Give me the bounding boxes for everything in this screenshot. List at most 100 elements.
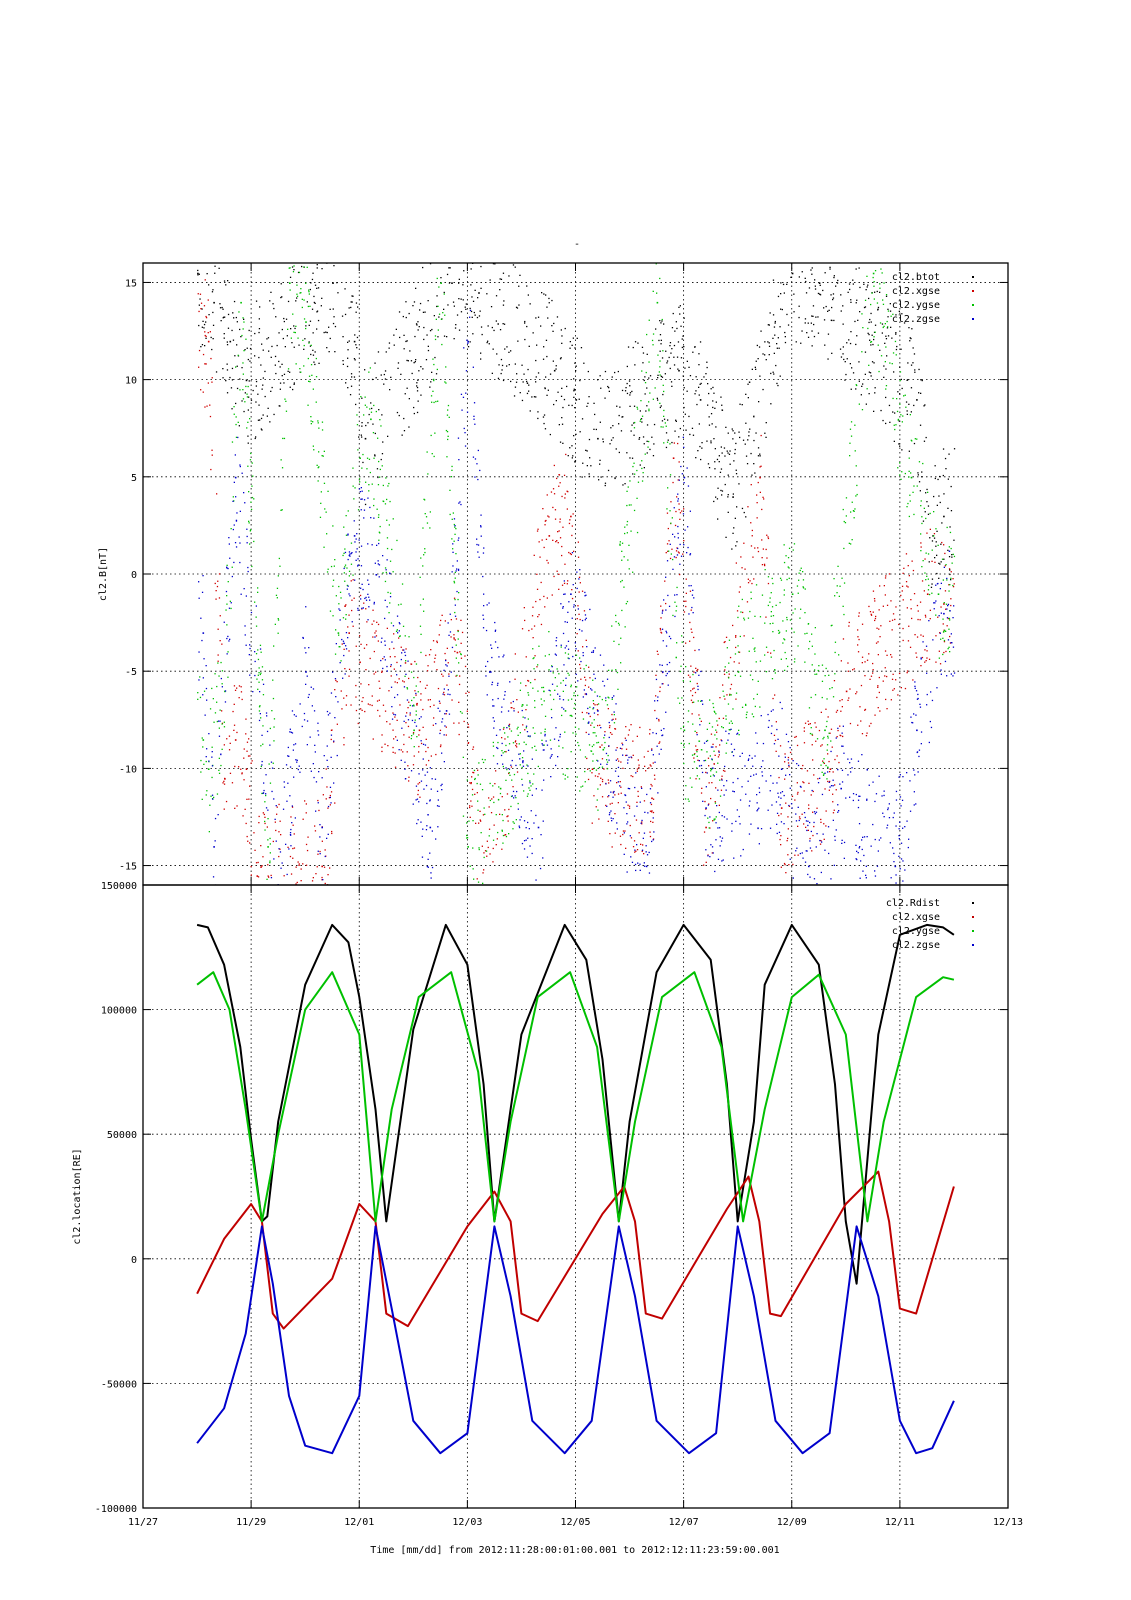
data-point [248,738,250,740]
data-point [302,339,304,341]
data-point [671,517,673,519]
data-point [626,520,629,523]
data-point [629,405,631,407]
data-point [355,403,357,406]
data-point [352,467,354,469]
data-point [197,241,198,242]
data-point [870,341,873,343]
data-point [523,840,526,842]
data-point [738,591,740,593]
data-point [910,337,912,340]
data-point [390,622,393,624]
data-point [734,452,736,455]
data-point [597,788,599,790]
data-point [424,499,426,501]
data-point [533,554,535,556]
data-point [713,392,715,394]
data-point [715,729,717,731]
data-point [856,299,858,301]
data-point [299,368,301,370]
data-point [618,451,620,454]
data-point [553,403,555,406]
data-point [293,847,296,849]
data-point [804,233,805,234]
data-point [601,744,603,746]
data-point [295,759,297,761]
data-point [674,330,676,332]
data-point [639,410,641,412]
data-point [457,638,459,640]
data-point [703,742,706,744]
data-point [527,765,529,767]
data-point [659,366,661,368]
data-point [379,687,381,689]
data-point [282,437,284,440]
data-point [278,907,279,908]
data-point [603,737,605,739]
data-point [796,793,799,795]
data-point [407,719,410,721]
data-point [771,606,774,608]
data-point [748,435,750,437]
data-point [593,744,595,746]
data-point [776,832,778,835]
data-point [269,300,271,302]
data-point [804,318,807,320]
data-point [223,280,226,282]
data-point [912,569,915,572]
data-point [800,786,802,788]
data-point [899,393,901,395]
data-point [253,906,254,907]
data-point [567,776,569,778]
data-point [938,495,940,497]
data-point [849,455,851,457]
data-point [269,860,271,862]
data-point [895,790,898,793]
data-point [654,387,656,389]
data-point [486,840,488,842]
data-point [838,595,840,597]
data-point [332,282,334,284]
data-point [788,766,790,768]
data-point [769,601,771,603]
data-point [748,805,750,807]
data-point [536,588,539,590]
data-point [587,768,589,770]
data-point [223,337,225,339]
data-point [244,808,246,810]
data-point [864,306,867,308]
data-point [729,688,732,690]
data-point [907,846,909,849]
data-point [242,398,245,400]
data-point [454,577,456,579]
data-point [931,540,934,542]
data-point [724,666,726,668]
data-point [233,703,235,705]
data-point [269,926,270,927]
data-point [816,807,818,809]
data-point [578,576,581,578]
data-point [847,699,849,701]
data-point [237,421,239,423]
data-point [899,445,901,447]
data-point [280,509,282,511]
data-point [691,594,694,596]
data-point [605,699,607,702]
data-point [395,630,398,632]
data-point [796,744,799,747]
data-point [716,731,718,733]
data-point [855,302,857,304]
data-point [907,640,910,642]
data-point [886,604,889,606]
data-point [350,704,352,706]
data-point [318,427,320,429]
data-point [553,575,555,578]
data-point [270,291,272,293]
data-point [939,632,941,634]
data-point [348,614,350,616]
data-point [592,700,594,702]
data-point [875,900,876,901]
data-point [902,639,904,642]
data-point [403,348,405,350]
data-point [843,547,845,550]
